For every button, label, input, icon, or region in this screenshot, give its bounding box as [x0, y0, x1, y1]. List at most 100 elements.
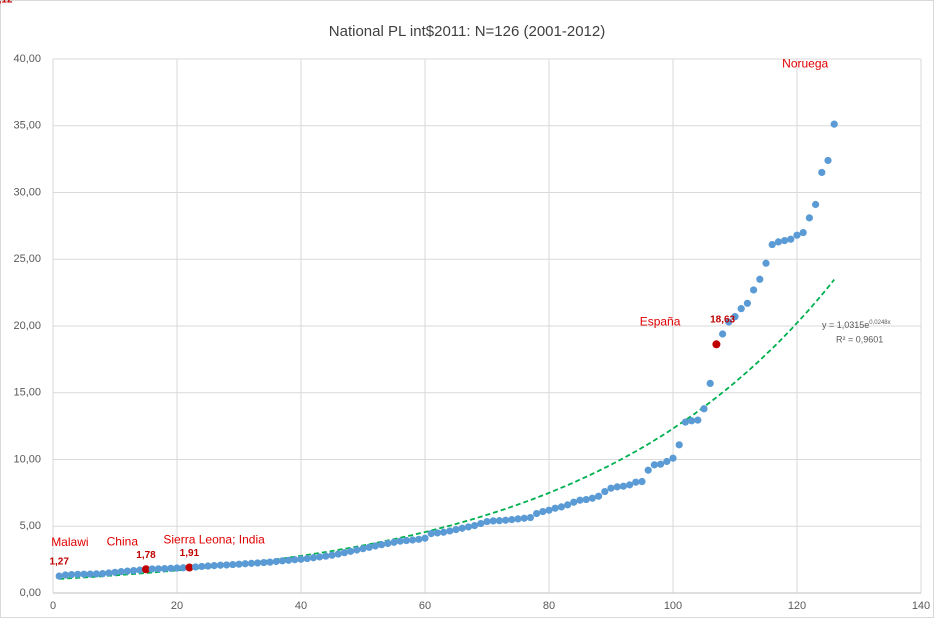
value-label: 35,12	[0, 0, 13, 6]
scatter-point	[396, 537, 404, 545]
scatter-point	[192, 563, 200, 571]
scatter-point	[229, 560, 237, 569]
scatter-point	[179, 564, 187, 572]
scatter-point	[526, 513, 535, 522]
scatter-point	[365, 543, 373, 551]
scatter-point	[489, 517, 497, 525]
scatter-point	[681, 418, 690, 426]
scatter-point	[508, 515, 516, 524]
y-tick-label: 15,00	[13, 387, 41, 399]
scatter-point	[161, 564, 169, 573]
scatter-point	[185, 563, 194, 572]
scatter-point	[223, 561, 231, 569]
scatter-point	[464, 523, 472, 531]
scatter-point	[743, 299, 752, 307]
scatter-point	[167, 564, 175, 572]
scatter-point	[210, 562, 218, 570]
scatter-point	[663, 457, 671, 466]
x-tick-label: 60	[419, 600, 431, 612]
y-tick-label: 30,00	[13, 186, 41, 198]
y-tick-label: 40,00	[13, 53, 41, 65]
scatter-point	[92, 570, 100, 578]
y-tick-label: 20,00	[13, 320, 41, 332]
scatter-point	[266, 558, 274, 566]
x-tick-label: 0	[50, 600, 56, 612]
y-tick-label: 5,00	[20, 520, 41, 532]
scatter-point	[316, 553, 324, 561]
y-tick-label: 10,00	[13, 453, 41, 465]
equation-exponent: 0,0248x	[869, 320, 890, 326]
scatter-point	[669, 454, 677, 462]
scatter-point	[291, 556, 299, 564]
scatter-point	[613, 483, 621, 491]
scatter-point	[650, 461, 659, 469]
scatter-point	[805, 214, 814, 222]
equation-base: y = 1,0315e	[822, 320, 869, 330]
scatter-point	[588, 494, 597, 502]
scatter-point	[824, 156, 832, 165]
scatter-point	[328, 551, 336, 559]
scatter-point	[421, 534, 429, 542]
scatter-point	[483, 517, 491, 526]
scatter-point	[471, 521, 479, 530]
scatter-point	[334, 550, 342, 558]
value-label: 18,63	[710, 315, 735, 326]
scatter-point	[607, 484, 615, 492]
scatter-point	[576, 496, 584, 504]
scatter-point	[340, 549, 348, 557]
scatter-point	[99, 570, 107, 578]
scatter-point	[378, 541, 386, 549]
scatter-point	[446, 527, 454, 535]
value-label: 1,27	[49, 557, 69, 568]
scatter-point	[148, 565, 156, 573]
scatter-point	[756, 275, 764, 283]
scatter-point	[731, 313, 739, 321]
x-tick-label: 20	[171, 600, 183, 612]
scatter-point	[278, 557, 286, 565]
scatter-point	[557, 503, 566, 511]
x-tick-label: 40	[295, 600, 307, 612]
scatter-point	[793, 231, 801, 239]
scatter-point	[68, 570, 76, 579]
scatter-point	[750, 286, 758, 294]
scatter-point	[433, 529, 441, 537]
scatter-point	[415, 535, 423, 543]
value-label: 1,91	[180, 548, 200, 559]
annotation: Noruega	[782, 56, 828, 70]
annotation: China	[107, 534, 139, 548]
scatter-point	[247, 559, 255, 567]
scatter-point	[384, 539, 392, 548]
scatter-point	[198, 562, 206, 571]
scatter-point	[154, 565, 162, 573]
scatter-point	[216, 561, 224, 569]
scatter-point	[353, 546, 361, 554]
scatter-point	[545, 506, 553, 514]
y-tick-label: 0,00	[20, 587, 41, 599]
scatter-point	[477, 519, 485, 528]
annotation: Sierra Leona; India	[163, 533, 265, 547]
scatter-point	[694, 416, 702, 424]
scatter-point	[86, 570, 94, 578]
scatter-point	[533, 509, 541, 518]
scatter-point	[402, 536, 410, 545]
scatter-point	[725, 318, 733, 326]
scatter-point	[458, 524, 466, 532]
scatter-point	[241, 560, 249, 568]
trend-r2: R² = 0,9601	[836, 334, 883, 344]
x-tick-label: 80	[543, 600, 555, 612]
scatter-point	[657, 460, 665, 468]
annotation: Malawi	[51, 535, 88, 549]
scatter-point	[117, 568, 125, 576]
scatter-point	[74, 570, 82, 578]
scatter-point	[762, 259, 770, 267]
scatter-point	[427, 529, 435, 538]
scatter-point	[495, 517, 503, 525]
scatter-point	[123, 567, 131, 575]
scatter-point	[830, 120, 838, 128]
scatter-point	[700, 405, 708, 413]
chart-title: National PL int$2011: N=126 (2001-2012)	[329, 23, 605, 40]
scatter-point	[626, 481, 634, 489]
scatter-point	[61, 571, 69, 579]
scatter-point	[452, 525, 460, 534]
scatter-point	[130, 566, 138, 575]
